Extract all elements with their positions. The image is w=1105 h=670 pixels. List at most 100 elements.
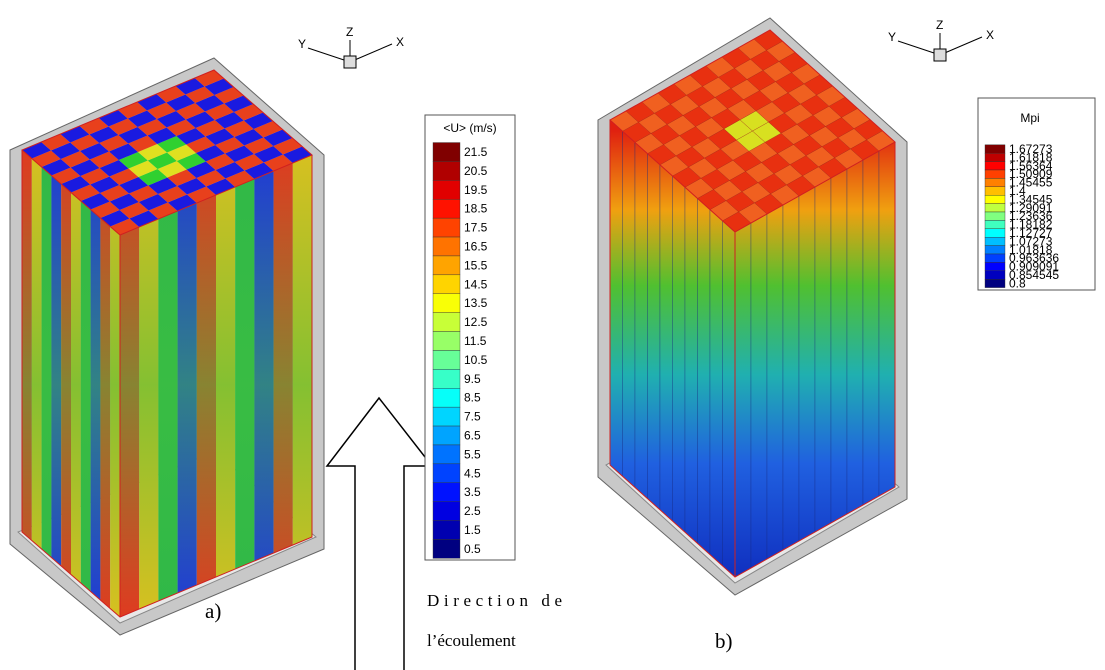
colorbar-title: <U> (m/s) bbox=[443, 121, 496, 135]
axis-label: Y bbox=[888, 30, 896, 44]
color-swatch bbox=[432, 217, 461, 238]
axis-cube bbox=[343, 55, 357, 69]
colorbar-label: 6.5 bbox=[464, 429, 481, 443]
top-cell bbox=[176, 153, 206, 170]
top-cell bbox=[175, 78, 205, 95]
axis-line bbox=[939, 36, 983, 56]
colorbar-label: 14.5 bbox=[464, 277, 488, 291]
colorbar-label: 0.909091 bbox=[1009, 260, 1059, 274]
top-cell bbox=[166, 119, 196, 136]
color-swatch bbox=[984, 245, 1006, 255]
colorbar-label: 17.5 bbox=[464, 221, 488, 235]
top-cell bbox=[214, 112, 244, 129]
side-column bbox=[830, 168, 848, 524]
top-cell bbox=[80, 143, 109, 160]
top-cell bbox=[196, 170, 226, 187]
top-cell bbox=[119, 177, 149, 194]
top-cell bbox=[108, 118, 138, 135]
top-cell bbox=[109, 168, 139, 185]
top-cell bbox=[31, 150, 61, 167]
top-cell bbox=[90, 176, 120, 193]
top-cell bbox=[99, 160, 129, 177]
colorbar-label: 0.854545 bbox=[1009, 268, 1059, 282]
color-swatch bbox=[984, 228, 1006, 238]
colorbar-label: 1.18182 bbox=[1009, 218, 1053, 232]
side-column bbox=[659, 164, 673, 522]
top-cell bbox=[206, 178, 236, 195]
top-cell bbox=[89, 126, 119, 143]
side-column bbox=[734, 222, 752, 578]
color-swatch bbox=[984, 144, 1006, 154]
top-cell bbox=[205, 128, 235, 145]
color-swatch bbox=[984, 279, 1006, 288]
top-cell bbox=[100, 210, 130, 227]
side-column bbox=[709, 209, 723, 567]
top-cell bbox=[51, 167, 81, 184]
side-column bbox=[647, 153, 661, 511]
top-cell bbox=[148, 202, 178, 219]
side-column bbox=[684, 186, 698, 544]
top-cell bbox=[127, 110, 157, 127]
top-cell bbox=[158, 186, 187, 203]
color-swatch bbox=[984, 262, 1006, 271]
colorbar-label: 1.4 bbox=[1009, 184, 1026, 198]
top-cell bbox=[80, 168, 110, 185]
annotation: Direction de bbox=[427, 591, 562, 610]
axis-line bbox=[349, 43, 393, 63]
color-swatch bbox=[984, 270, 1006, 280]
colorbar-label: 1.5 bbox=[464, 523, 481, 537]
top-cell bbox=[205, 103, 234, 120]
color-swatch bbox=[984, 152, 1006, 162]
top-cell bbox=[195, 120, 225, 137]
top-cell bbox=[118, 152, 148, 169]
axis-line bbox=[897, 40, 941, 56]
top-cell bbox=[71, 184, 100, 201]
color-swatch bbox=[432, 482, 461, 502]
axis-label: Z bbox=[936, 18, 943, 32]
top-cell bbox=[176, 128, 206, 145]
colorbar-label: 1.67273 bbox=[1009, 142, 1053, 156]
top-cell bbox=[263, 129, 293, 146]
top-cell bbox=[118, 127, 148, 144]
top-cell bbox=[283, 146, 312, 163]
side-column bbox=[766, 204, 784, 560]
top-cell bbox=[41, 134, 71, 151]
colorbar-label: 1.34545 bbox=[1009, 192, 1053, 206]
side-column bbox=[782, 195, 800, 551]
side-column bbox=[862, 150, 880, 506]
color-swatch bbox=[432, 501, 461, 521]
axis-cube bbox=[933, 48, 947, 62]
top-cell bbox=[186, 136, 216, 153]
top-cell bbox=[205, 153, 235, 170]
colorbar-label: 0.5 bbox=[464, 542, 481, 556]
top-cell bbox=[110, 218, 140, 235]
top-cell bbox=[185, 111, 215, 128]
colorbar-label: 1.50909 bbox=[1009, 167, 1053, 181]
colorbar-label: 5.5 bbox=[464, 447, 481, 461]
top-cell bbox=[156, 86, 186, 103]
side-column bbox=[622, 130, 636, 488]
top-cell bbox=[196, 145, 225, 162]
color-swatch bbox=[984, 211, 1006, 221]
top-cell bbox=[80, 193, 110, 210]
top-cell bbox=[147, 102, 176, 119]
color-swatch bbox=[984, 220, 1006, 229]
top-cell bbox=[128, 160, 158, 177]
top-cell bbox=[98, 110, 128, 127]
top-cell bbox=[118, 102, 147, 119]
colorbar-title: Mpi bbox=[1020, 111, 1039, 125]
side-column bbox=[609, 119, 623, 477]
top-cell bbox=[79, 118, 109, 135]
top-cell bbox=[129, 210, 159, 227]
top-cell bbox=[138, 144, 167, 161]
color-swatch bbox=[432, 236, 461, 257]
top-cell bbox=[234, 104, 263, 121]
top-cell bbox=[109, 193, 139, 210]
top-cell bbox=[156, 111, 186, 128]
top-cell bbox=[215, 162, 245, 179]
color-swatch bbox=[432, 539, 461, 559]
top-cell bbox=[214, 87, 244, 104]
axis-label: Z bbox=[346, 25, 353, 39]
color-swatch bbox=[432, 444, 461, 465]
